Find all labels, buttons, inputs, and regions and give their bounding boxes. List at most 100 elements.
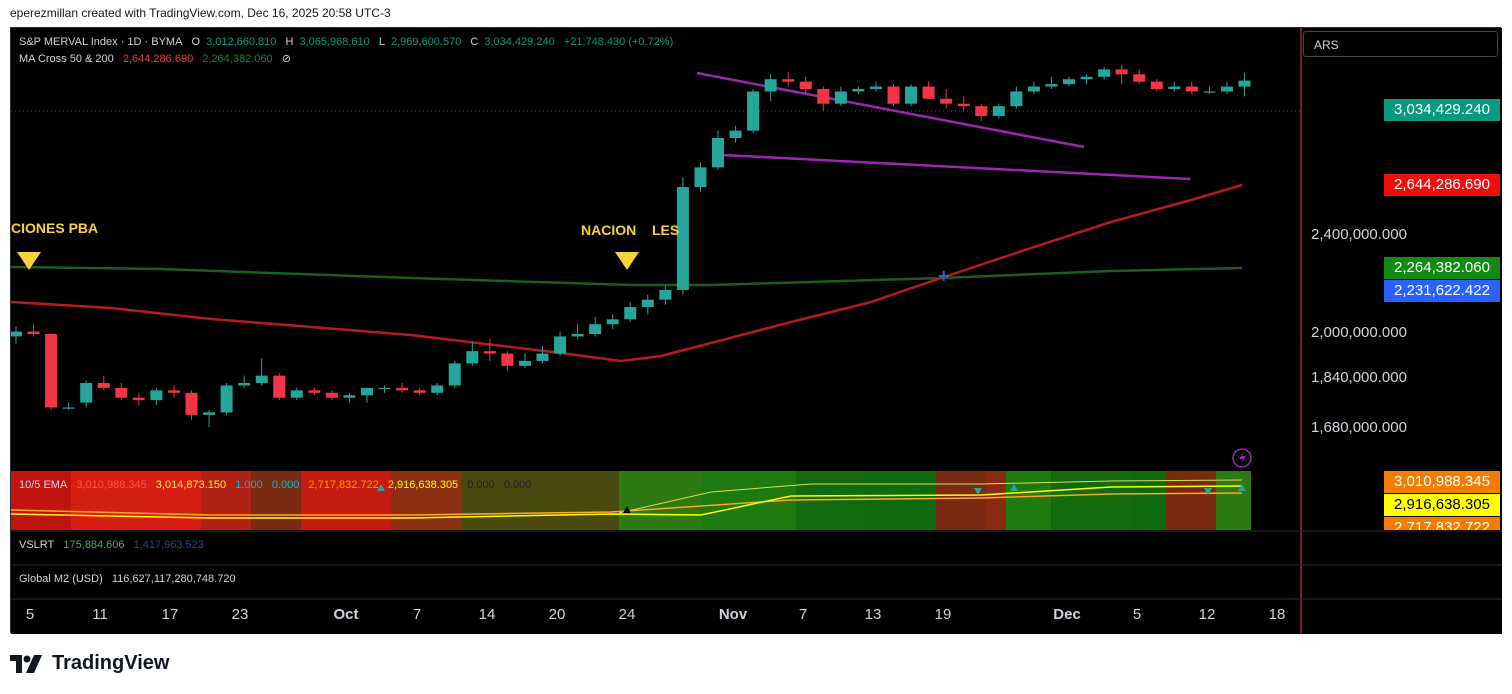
candle-body [834, 91, 847, 104]
signal-down-icon [974, 488, 982, 495]
date-tick: 12 [1198, 606, 1216, 623]
ema-value-2: 3,014,873.150 [155, 479, 227, 491]
ema-label-2: 2,916,638.305 [1384, 494, 1500, 516]
ema-value-7: 0.000 [467, 479, 495, 491]
candle-body [922, 86, 935, 99]
candle-body [45, 334, 58, 408]
ema-state-band [866, 471, 936, 530]
currency-selector[interactable]: ARS [1303, 31, 1498, 57]
candle-body [1010, 91, 1023, 107]
candle-body [150, 390, 163, 401]
chart-frame: + S&P MERVAL Index · 1D · BYMA O 3,012,66… [10, 27, 1502, 634]
last-price-label: 3,034,429.240 [1384, 99, 1500, 121]
date-tick: 19 [934, 606, 952, 623]
candle-body [729, 130, 742, 138]
signal-up-icon [1010, 484, 1018, 491]
candle-body [448, 363, 461, 386]
candle-body [1133, 74, 1146, 82]
ema-state-band [936, 471, 986, 530]
ema-value-6: 2,916,638.305 [387, 479, 459, 491]
candle-body [992, 106, 1005, 116]
date-tick: 11 [92, 606, 108, 623]
candle-body [97, 383, 110, 388]
date-tick: 18 [1268, 606, 1286, 623]
candle-body [712, 138, 724, 168]
open-label: O [191, 36, 201, 48]
tradingview-logo-icon [10, 654, 42, 673]
candle-body [1045, 84, 1058, 87]
candle-body [185, 392, 198, 415]
date-tick: 7 [798, 606, 808, 623]
annotation-pba: CIONES PBA [11, 220, 99, 236]
ema-state-band [391, 471, 461, 530]
ema-state-band [251, 471, 301, 530]
candle-body [466, 351, 479, 364]
date-tick: 20 [548, 606, 566, 623]
legend-open: O 3,012,660.810 [192, 36, 277, 48]
ma50-price-label: 2,644,286.690 [1384, 174, 1500, 196]
candle-body [378, 387, 391, 390]
ema-fast-line [11, 485, 1243, 519]
price-tick: 1,840,000.000 [1311, 369, 1407, 386]
candle-body [1098, 69, 1111, 77]
candle-body [624, 307, 637, 320]
ema-state-band [71, 471, 201, 530]
candle-body [1203, 91, 1216, 93]
ema-state-band [619, 471, 701, 530]
down-arrow-icon [17, 252, 41, 270]
visibility-icon[interactable]: ⊘ [281, 53, 291, 65]
candle-body [1220, 86, 1233, 92]
change-value: +21,748.430 (+0.72%) [563, 36, 674, 48]
price-tick: 1,680,000.000 [1311, 419, 1407, 436]
high-value: 3,065,968.610 [299, 36, 370, 48]
candle-body [1238, 80, 1251, 87]
candle-body [536, 353, 549, 361]
ma-legend: MA Cross 50 & 200 2,644,286.690 2,264,38… [19, 52, 297, 65]
candle-body [694, 167, 707, 187]
candle-body [80, 383, 93, 403]
candle-body [361, 387, 373, 396]
candle-body [852, 89, 865, 92]
date-tick: Oct [333, 606, 359, 623]
close-label: C [470, 36, 479, 48]
candle-body [62, 407, 75, 409]
ema-state-band [986, 471, 1006, 530]
candle-body [1115, 69, 1128, 75]
alert-icon-bolt [1239, 451, 1246, 465]
date-tick: 23 [231, 606, 249, 623]
candle-body [957, 103, 970, 107]
m2-name: Global M2 (USD) [19, 573, 103, 585]
signal-up-icon [377, 484, 385, 491]
golden-cross-marker: + [937, 266, 950, 285]
ema-value-8: 0.000 [503, 479, 532, 491]
candle-body [589, 324, 602, 334]
candle-body [1063, 79, 1075, 85]
candle-body [1027, 86, 1040, 92]
candle-body [290, 390, 303, 398]
ema-state-band [201, 471, 251, 530]
candle-body [396, 387, 409, 391]
ma200-line [11, 265, 1243, 287]
alert-icon [1232, 448, 1252, 468]
candle-body [413, 390, 426, 393]
signal-up-icon [623, 506, 631, 513]
symbol-legend: S&P MERVAL Index · 1D · BYMA O 3,012,660.… [19, 36, 679, 48]
vslrt-name: VSLRT [19, 539, 55, 551]
candle-body [11, 331, 22, 337]
candle-body [1185, 86, 1198, 92]
date-tick: 5 [1132, 606, 1142, 623]
date-tick: 5 [25, 606, 35, 623]
vslrt-value-2: 1,417,963.523 [133, 539, 204, 551]
ema-name: 10/5 EMA [19, 479, 68, 491]
candle-body [641, 299, 654, 308]
annotation-nacionales-1: NACION [581, 222, 637, 238]
ema-state-band [1216, 471, 1251, 530]
candle-body [606, 319, 619, 325]
ema-upper-line [618, 479, 1243, 514]
candle-body [343, 395, 356, 398]
candle-body [518, 360, 531, 366]
vslrt-legend: VSLRT 175,884.606 1,417,963.523 [19, 539, 210, 551]
price-tick: 2,400,000.000 [1311, 226, 1407, 243]
candle-body [817, 89, 830, 104]
chart-canvas[interactable]: + [11, 28, 1502, 634]
